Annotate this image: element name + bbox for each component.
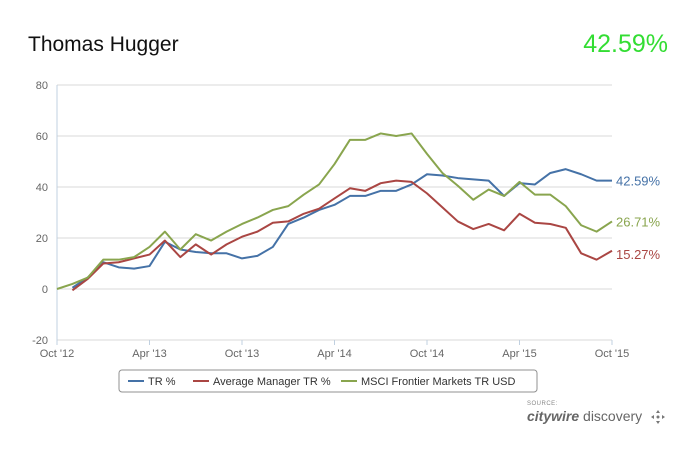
- citywire-discovery-logo: citywire discovery: [527, 408, 642, 424]
- y-tick-label: 80: [36, 80, 48, 92]
- x-tick-label: Oct '12: [40, 348, 75, 360]
- legend-item-label[interactable]: MSCI Frontier Markets TR USD: [361, 376, 515, 388]
- y-tick-label: -20: [32, 335, 48, 347]
- x-tick-label: Oct '15: [595, 348, 630, 360]
- legend-box: [118, 369, 538, 393]
- crosshair-icon: [651, 410, 665, 424]
- x-tick-label: Oct '14: [410, 348, 445, 360]
- y-tick-label: 40: [36, 182, 48, 194]
- brand-name-strong: citywire: [527, 408, 580, 424]
- fund-manager-name: Thomas Hugger: [28, 33, 179, 56]
- x-tick-label: Apr '13: [132, 348, 167, 360]
- y-tick-label: 60: [36, 131, 48, 143]
- x-tick-label: Apr '15: [502, 348, 537, 360]
- series-end-label: 15.27%: [616, 247, 661, 262]
- headline-return-value: 42.59%: [583, 30, 668, 58]
- brand-name-rest: discovery: [579, 408, 643, 424]
- x-tick-label: Oct '13: [225, 348, 260, 360]
- series-end-label: 42.59%: [616, 174, 661, 189]
- source-attribution: SOURCE: citywire discovery: [527, 401, 667, 431]
- x-tick-label: Apr '14: [317, 348, 352, 360]
- series-line: [56, 132, 613, 290]
- series-end-label: 26.71%: [616, 214, 661, 229]
- y-tick-label: 0: [42, 284, 48, 296]
- y-tick-label: 20: [36, 233, 48, 245]
- legend-item-label[interactable]: Average Manager TR %: [213, 376, 331, 388]
- source-caption: SOURCE:: [527, 401, 558, 407]
- series-line: [71, 179, 613, 292]
- legend-item-label[interactable]: TR %: [148, 376, 176, 388]
